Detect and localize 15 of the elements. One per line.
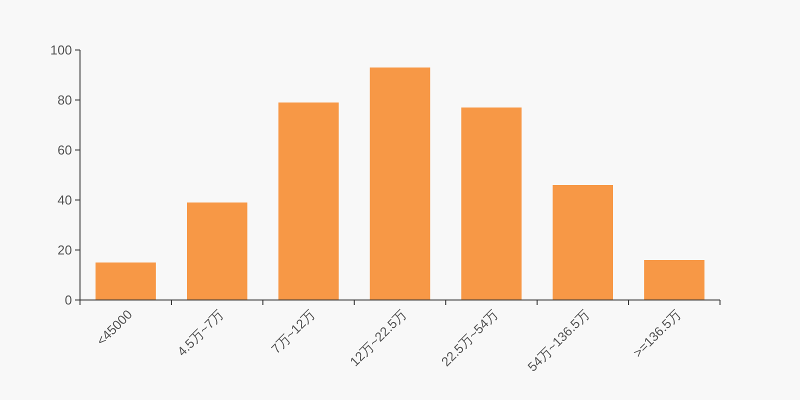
y-tick-label: 80 bbox=[58, 92, 72, 108]
y-tick-label: 20 bbox=[58, 242, 72, 258]
x-tick-label: 7万~12万 bbox=[268, 306, 318, 356]
bar bbox=[96, 262, 156, 300]
bar bbox=[186, 202, 248, 300]
bar bbox=[552, 185, 614, 300]
bar bbox=[370, 68, 430, 300]
y-tick-label: 0 bbox=[64, 292, 72, 308]
bar bbox=[461, 108, 522, 300]
x-tick-label: 4.5万~7万 bbox=[174, 306, 226, 359]
bar bbox=[644, 260, 704, 300]
bar bbox=[278, 102, 339, 300]
y-tick-label: 60 bbox=[58, 142, 72, 158]
y-tick-label: 40 bbox=[58, 192, 72, 208]
y-tick-label: 100 bbox=[50, 42, 72, 58]
